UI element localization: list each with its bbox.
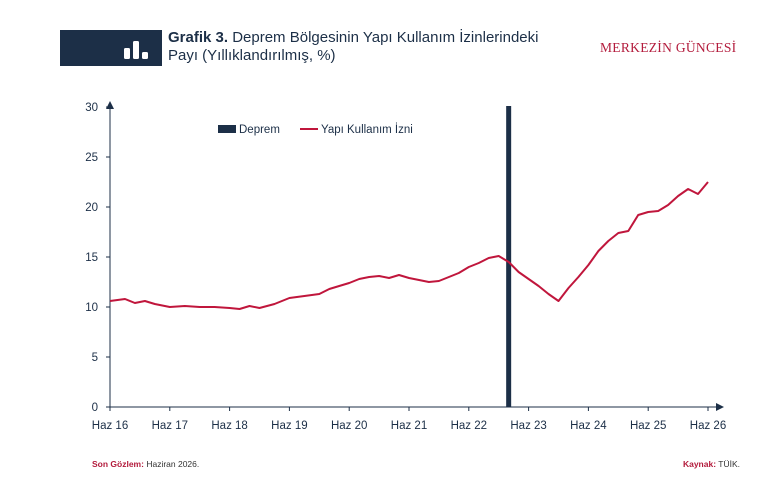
x-tick-label: Haz 22 bbox=[451, 420, 487, 432]
x-tick-label: Haz 26 bbox=[690, 420, 726, 432]
x-tick-label: Haz 19 bbox=[271, 420, 307, 432]
x-tick-label: Haz 25 bbox=[630, 420, 666, 432]
x-axis-arrow-icon bbox=[716, 403, 724, 411]
last-obs-label: Son Gözlem: bbox=[92, 459, 144, 469]
x-tick-label: Haz 24 bbox=[570, 420, 607, 432]
legend-label-yapi-kullanim-izni: Yapı Kullanım İzni bbox=[321, 123, 413, 136]
title-bold: Grafik 3. bbox=[168, 29, 229, 46]
x-tick-label: Haz 20 bbox=[331, 420, 367, 432]
footer-source: Kaynak: TÜİK. bbox=[683, 459, 740, 469]
chart-title: Grafik 3. Deprem Bölgesinin Yapı Kullanı… bbox=[168, 29, 588, 65]
y-tick-label: 5 bbox=[92, 352, 98, 364]
y-tick-label: 10 bbox=[85, 302, 98, 314]
brand-logo-text: MERKEZİN GÜNCESİ bbox=[600, 40, 737, 55]
header-bar bbox=[60, 30, 162, 66]
title-text: Deprem Bölgesinin Yapı Kullanım İzinleri… bbox=[232, 29, 539, 46]
y-tick-label: 15 bbox=[85, 252, 98, 264]
x-tick-label: Haz 16 bbox=[92, 420, 128, 432]
bar-chart-icon bbox=[124, 41, 148, 59]
series-line-yapi-kullanim-izni bbox=[109, 181, 709, 310]
legend-swatch-deprem bbox=[218, 125, 236, 133]
last-obs-value: Haziran 2026. bbox=[146, 459, 200, 469]
y-axis-arrow-icon bbox=[106, 101, 114, 109]
y-tick-label: 25 bbox=[85, 152, 98, 164]
x-tick-label: Haz 21 bbox=[391, 420, 427, 432]
source-value: TÜİK. bbox=[718, 459, 740, 469]
y-tick-label: 30 bbox=[85, 102, 98, 114]
footer-last-observation: Son Gözlem: Haziran 2026. bbox=[92, 459, 199, 469]
y-tick-label: 0 bbox=[92, 402, 98, 414]
legend-label-deprem: Deprem bbox=[239, 124, 280, 136]
x-tick-label: Haz 17 bbox=[152, 420, 188, 432]
x-tick-label: Haz 23 bbox=[510, 420, 546, 432]
y-tick-label: 20 bbox=[85, 202, 98, 214]
title-subtitle: Payı (Yıllıklandırılmış, %) bbox=[168, 47, 336, 64]
source-label: Kaynak: bbox=[682, 459, 717, 469]
event-deprem-marker bbox=[506, 106, 512, 407]
x-tick-label: Haz 18 bbox=[211, 420, 247, 432]
